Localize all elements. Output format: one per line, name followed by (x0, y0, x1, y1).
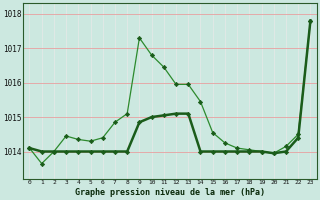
X-axis label: Graphe pression niveau de la mer (hPa): Graphe pression niveau de la mer (hPa) (75, 188, 265, 197)
